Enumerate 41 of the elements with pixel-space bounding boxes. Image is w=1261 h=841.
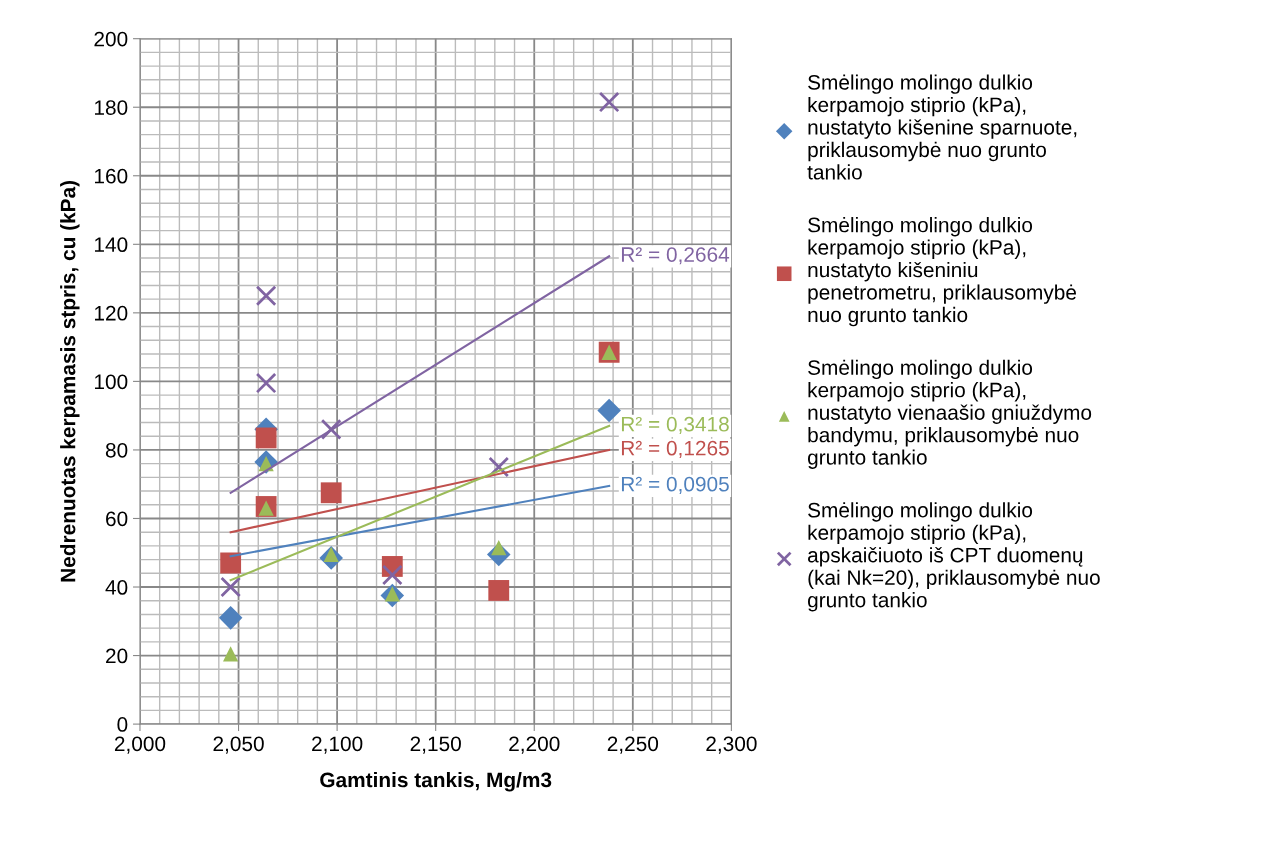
y-tick-label: 100 <box>95 374 128 390</box>
y-tick-label: 120 <box>95 305 128 321</box>
x-axis-title: Gamtinis tankis, Mg/m3 <box>320 771 552 792</box>
point <box>220 576 242 598</box>
point <box>320 418 342 440</box>
y-tick-label: 20 <box>106 648 128 664</box>
y-tick-label: 140 <box>95 237 128 253</box>
y-tick-label: 60 <box>106 511 128 527</box>
x-tick-label: 2,150 <box>410 736 461 754</box>
y-tick-label: 200 <box>94 31 128 47</box>
y-tick-label: 80 <box>105 442 128 458</box>
x-tick-label: 2,000 <box>114 736 166 754</box>
legend-label: Smėlingo molingo dulkio kerpamojo stiprio (kPa), nustatyto vienaašio gniuždymo bandymu, priklausomybė nuo grunto tankio <box>808 359 1092 469</box>
series-label: R² = 0,1265 <box>621 440 729 458</box>
point <box>255 372 277 394</box>
point <box>488 580 510 601</box>
legend-label: Smėlingo molingo dulkio kerpamojo stiprio (kPa), nustatyto kišenine sparnuote, priklausomybė nuo grunto tankio <box>807 74 1077 180</box>
point <box>598 91 620 113</box>
point <box>255 427 277 449</box>
series-label: R² = 0,0905 <box>621 476 729 494</box>
legend-label: Smėlingo molingo dulkio kerpamojo stiprio (kPa), apskaičiuoto iš CPT duomenų (kai Nk=20), priklausomybė nuo grunto tankio <box>808 502 1100 612</box>
x-tick-label: 2,300 <box>706 736 757 754</box>
point <box>381 564 403 586</box>
y-axis-title: Nedrenuotas kerpamasis stpris, cu (kPa) <box>60 180 80 582</box>
point <box>255 285 277 307</box>
x-tick-label: 2,050 <box>213 736 264 754</box>
x-tick-label: 2,100 <box>312 736 363 754</box>
y-tick-label: 0 <box>117 717 128 732</box>
point <box>218 606 243 630</box>
series-label: R² = 0,2664 <box>621 247 730 265</box>
legend-label: Smėlingo molingo dulkio kerpamojo stiprio (kPa), nustatyto kišeniniu penetrometru, priklausomybė nuo grunto tankio <box>808 217 1076 327</box>
x-tick-label: 2,250 <box>607 736 659 754</box>
point <box>597 398 621 423</box>
point <box>220 552 242 574</box>
y-tick-label: 160 <box>95 168 128 184</box>
point <box>223 646 239 662</box>
y-tick-label: 180 <box>95 100 128 115</box>
y-tick-label: 40 <box>105 580 128 595</box>
point <box>320 482 342 504</box>
series-label: R² = 0,3418 <box>621 416 729 434</box>
x-tick-label: 2,200 <box>509 736 560 754</box>
